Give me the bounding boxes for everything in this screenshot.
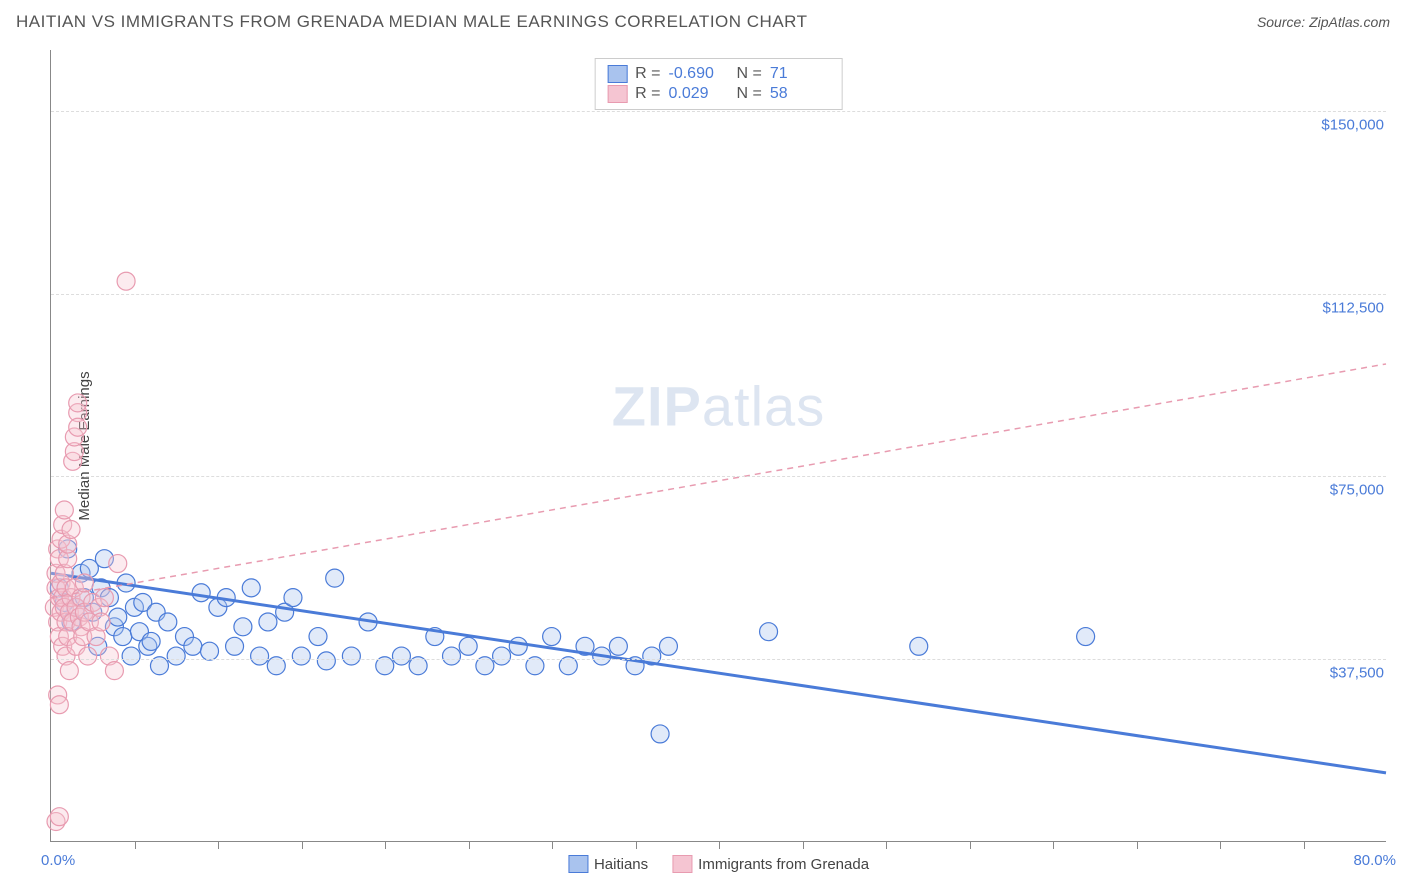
y-tick-label: $150,000 (1317, 116, 1388, 133)
stat-n-label: N = (737, 65, 762, 83)
stat-r-value: -0.690 (669, 65, 729, 83)
scatter-point-haitians (234, 618, 252, 636)
x-tick (1220, 841, 1221, 849)
scatter-point-haitians (309, 628, 327, 646)
scatter-point-haitians (910, 637, 928, 655)
scatter-point-grenada (69, 394, 87, 412)
scatter-point-haitians (251, 647, 269, 665)
chart-title: HAITIAN VS IMMIGRANTS FROM GRENADA MEDIA… (16, 12, 808, 32)
swatch-icon (568, 855, 588, 873)
scatter-point-haitians (459, 637, 477, 655)
legend-label: Haitians (594, 856, 648, 873)
scatter-point-haitians (609, 637, 627, 655)
x-tick (302, 841, 303, 849)
scatter-point-grenada (55, 501, 73, 519)
scatter-point-grenada (75, 574, 93, 592)
legend-item-haitians: Haitians (568, 855, 648, 873)
chart-plot-area: ZIPatlas R = -0.690 N = 71 R = 0.029 N =… (50, 50, 1386, 842)
scatter-point-grenada (60, 662, 78, 680)
scatter-point-haitians (651, 725, 669, 743)
x-tick (1137, 841, 1138, 849)
scatter-point-haitians (167, 647, 185, 665)
scatter-point-haitians (259, 613, 277, 631)
x-tick (469, 841, 470, 849)
scatter-point-haitians (326, 569, 344, 587)
scatter-point-haitians (342, 647, 360, 665)
scatter-point-haitians (1077, 628, 1095, 646)
swatch-icon (607, 85, 627, 103)
scatter-svg (51, 50, 1386, 841)
scatter-point-haitians (493, 647, 511, 665)
scatter-point-grenada (69, 418, 87, 436)
gridline (51, 111, 1386, 112)
chart-legend: Haitians Immigrants from Grenada (568, 855, 869, 873)
scatter-point-haitians (114, 628, 132, 646)
stat-r-label: R = (635, 65, 660, 83)
scatter-point-haitians (226, 637, 244, 655)
scatter-point-haitians (159, 613, 177, 631)
scatter-point-haitians (184, 637, 202, 655)
scatter-point-haitians (659, 637, 677, 655)
x-tick (719, 841, 720, 849)
gridline (51, 659, 1386, 660)
x-tick (803, 841, 804, 849)
x-tick (135, 841, 136, 849)
x-tick (218, 841, 219, 849)
scatter-point-haitians (543, 628, 561, 646)
scatter-point-grenada (105, 662, 123, 680)
scatter-point-grenada (109, 555, 127, 573)
scatter-point-grenada (62, 520, 80, 538)
x-tick (1053, 841, 1054, 849)
x-tick (970, 841, 971, 849)
swatch-icon (607, 65, 627, 83)
scatter-point-haitians (242, 579, 260, 597)
trendline-haitians (51, 573, 1386, 773)
scatter-point-haitians (201, 642, 219, 660)
stat-n-value: 58 (770, 85, 830, 103)
legend-item-grenada: Immigrants from Grenada (672, 855, 869, 873)
scatter-point-haitians (284, 589, 302, 607)
gridline (51, 294, 1386, 295)
scatter-point-haitians (392, 647, 410, 665)
scatter-point-haitians (317, 652, 335, 670)
scatter-point-grenada (50, 808, 68, 826)
scatter-point-haitians (109, 608, 127, 626)
swatch-icon (672, 855, 692, 873)
stat-r-value: 0.029 (669, 85, 729, 103)
correlation-stats-box: R = -0.690 N = 71 R = 0.029 N = 58 (594, 58, 843, 110)
trendline-grenada (51, 364, 1386, 598)
x-tick (552, 841, 553, 849)
stat-n-label: N = (737, 85, 762, 103)
scatter-point-haitians (443, 647, 461, 665)
scatter-point-haitians (192, 584, 210, 602)
legend-label: Immigrants from Grenada (698, 856, 869, 873)
gridline (51, 476, 1386, 477)
y-tick-label: $112,500 (1319, 299, 1388, 316)
y-tick-label: $75,000 (1326, 482, 1388, 499)
scatter-point-haitians (760, 623, 778, 641)
source-attribution: Source: ZipAtlas.com (1257, 14, 1390, 30)
scatter-point-grenada (92, 613, 110, 631)
x-axis-max-label: 80.0% (1353, 852, 1396, 869)
stats-row-haitians: R = -0.690 N = 71 (607, 65, 830, 83)
stats-row-grenada: R = 0.029 N = 58 (607, 85, 830, 103)
scatter-point-haitians (509, 637, 527, 655)
scatter-point-haitians (292, 647, 310, 665)
scatter-point-haitians (122, 647, 140, 665)
scatter-point-grenada (95, 589, 113, 607)
x-tick (636, 841, 637, 849)
stat-n-value: 71 (770, 65, 830, 83)
scatter-point-grenada (79, 647, 97, 665)
stat-r-label: R = (635, 85, 660, 103)
scatter-point-grenada (50, 696, 68, 714)
x-axis-min-label: 0.0% (41, 852, 75, 869)
x-tick (1304, 841, 1305, 849)
x-tick (886, 841, 887, 849)
y-tick-label: $37,500 (1326, 665, 1388, 682)
x-tick (385, 841, 386, 849)
scatter-point-haitians (142, 632, 160, 650)
scatter-point-grenada (117, 272, 135, 290)
